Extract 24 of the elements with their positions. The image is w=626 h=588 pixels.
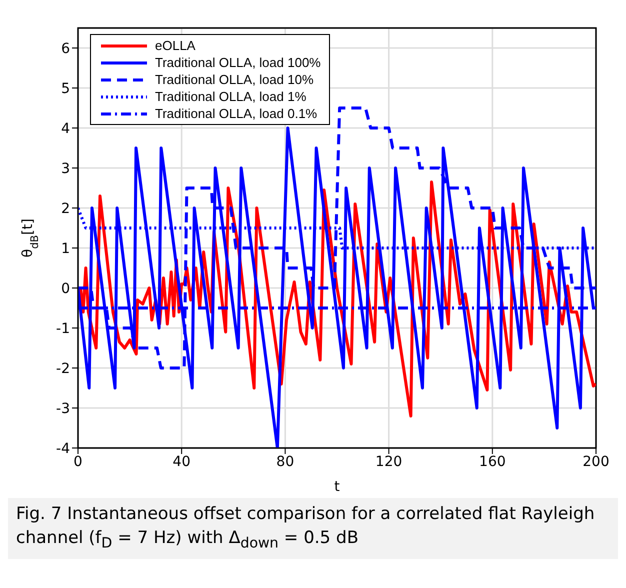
legend-label: Traditional OLLA, load 0.1% [155,105,318,122]
x-tick-label: 80 [276,454,294,470]
x-tick-label: 200 [582,454,610,470]
x-tick-label: 40 [172,454,191,470]
y-tick-label: 3 [61,160,70,177]
legend-label: Traditional OLLA, load 1% [155,88,306,105]
y-tick-label: 5 [61,80,70,97]
x-axis-title: t [334,479,340,495]
y-tick-label: -1 [56,320,70,337]
y-tick-label: 0 [61,280,70,297]
y-tick-label: 2 [61,200,70,217]
caption: Fig. 7 Instantaneous offset comparison for a correlated flat Rayleigh channel (f$_{D}$ = 7 Hz) with Δ$_{down}$ = 0.5 dB [8,498,618,560]
y-tick-label: 6 [61,40,70,57]
legend-label: eOLLA [155,37,196,54]
y-tick-label: 1 [61,240,70,257]
x-tick-label: 160 [479,454,506,470]
y-tick-label: -2 [56,360,70,377]
y-tick-label: -4 [56,440,70,457]
x-tick-label: 120 [375,454,402,470]
legend-label: Traditional OLLA, load 10% [155,71,314,88]
y-tick-label: -3 [56,400,70,417]
legend-label: Traditional OLLA, load 100% [155,54,321,71]
x-tick-label: 0 [74,454,82,470]
y-tick-label: 4 [61,120,70,137]
